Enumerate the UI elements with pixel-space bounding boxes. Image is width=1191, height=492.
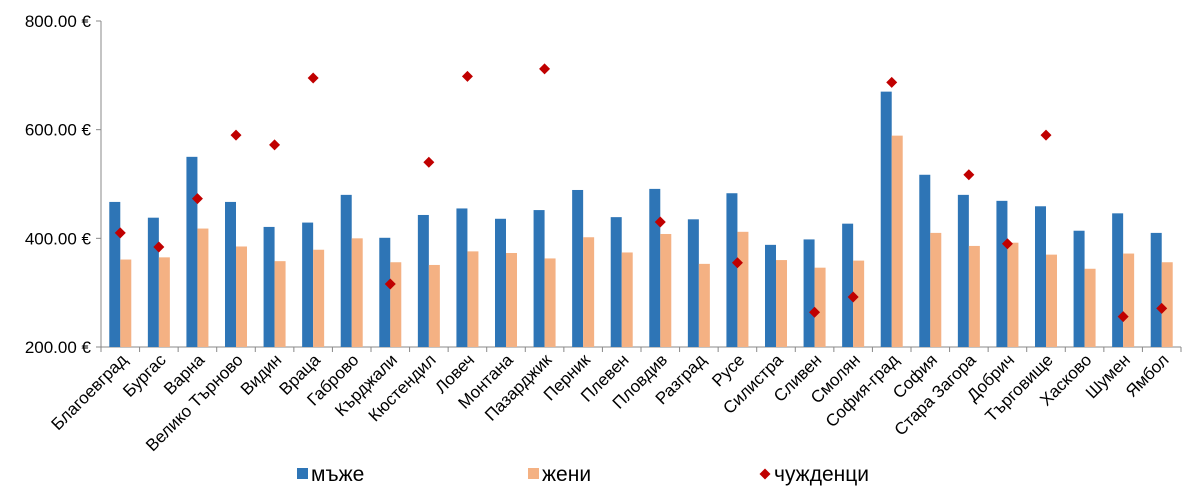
marker-чужденци (1117, 311, 1129, 323)
marker-чужденци (423, 156, 435, 168)
bar-мъже (263, 226, 275, 347)
y-tick-label: 800.00 € (25, 12, 92, 31)
bar-жени (313, 249, 325, 347)
bar-жени (274, 261, 286, 347)
bar-мъже (765, 244, 776, 347)
bar-жени (544, 258, 556, 347)
bar-жени (1084, 268, 1096, 347)
bar-мъже (340, 194, 352, 347)
legend-label: чужденци (774, 463, 869, 486)
y-axis-ticks: 200.00 € 400.00 € 600.00 € 800.00 € (25, 12, 101, 357)
marker-чужденци (1001, 238, 1013, 250)
marker-чужденци (461, 70, 473, 82)
marker-чужденци (731, 257, 743, 269)
bar-мъже (147, 217, 159, 347)
bar-мъже (109, 201, 121, 347)
bar-жени (1046, 254, 1057, 347)
legend-label: мъже (311, 463, 364, 486)
bar-жени (1123, 253, 1135, 347)
bar-мъже (302, 222, 314, 347)
bar-жени (236, 246, 247, 347)
y-tick-label: 200.00 € (25, 338, 92, 357)
marker-чужденци (114, 227, 126, 239)
bars (109, 91, 1173, 347)
x-category-label: Благоевград (48, 350, 132, 434)
bar-жени (1161, 262, 1173, 347)
marker-чужденци (963, 169, 975, 181)
legend-swatch (759, 468, 771, 480)
bar-жени (621, 252, 633, 347)
bar-мъже (186, 156, 198, 347)
marker-чужденци (153, 241, 165, 253)
marker-чужденци (1040, 129, 1052, 141)
marker-чужденци (230, 129, 242, 141)
marker-чужденци (886, 76, 898, 88)
marker-чужденци (539, 63, 551, 75)
legend-label: жени (542, 463, 591, 486)
bar-мъже (919, 174, 931, 347)
bar-жени (351, 238, 363, 347)
bar-мъже (649, 188, 661, 347)
bar-мъже (456, 208, 468, 347)
y-tick-label: 600.00 € (25, 121, 92, 140)
legend: мъже жени чужденци (297, 463, 869, 486)
bar-мъже (495, 218, 506, 347)
legend-swatch (297, 468, 308, 479)
bar-жени (968, 245, 980, 347)
legend-swatch (528, 468, 539, 479)
bar-жени (660, 233, 672, 347)
x-category-label: Видин (237, 350, 286, 399)
bar-мъже (1150, 232, 1162, 347)
bar-мъже (726, 193, 738, 347)
bar-жени (698, 263, 710, 347)
marker-чужденци (847, 291, 859, 303)
bar-мъже (996, 200, 1008, 347)
bar-жени (737, 231, 749, 347)
bar-мъже (225, 201, 236, 347)
marker-чужденци (1156, 302, 1168, 314)
markers (114, 63, 1168, 323)
x-category-label: Ямбол (1122, 350, 1173, 401)
bar-жени (197, 228, 209, 347)
marker-чужденци (307, 72, 319, 84)
bar-жени (891, 135, 903, 347)
bar-жени (1007, 242, 1019, 347)
bar-жени (158, 257, 170, 347)
bar-мъже (572, 189, 584, 347)
y-tick-label: 400.00 € (25, 229, 92, 248)
bar-жени (930, 232, 942, 347)
bar-мъже (1073, 230, 1085, 347)
x-category-label: Шумен (1082, 350, 1134, 402)
bar-мъже (880, 91, 892, 347)
bar-жени (814, 267, 826, 347)
bar-жени (853, 260, 865, 347)
bar-мъже (610, 217, 622, 347)
bar-мъже (379, 237, 391, 347)
axes (100, 21, 1182, 352)
bar-жени (467, 251, 479, 347)
bar-жени (583, 237, 595, 347)
bar-жени (428, 264, 440, 347)
bar-жени (776, 260, 787, 347)
bar-мъже (1112, 213, 1124, 347)
marker-чужденци (654, 216, 666, 228)
bar-мъже (803, 239, 815, 347)
bar-мъже (687, 219, 699, 347)
bar-мъже (842, 223, 854, 347)
marker-чужденци (384, 278, 396, 290)
marker-чужденци (809, 306, 821, 318)
bar-жени (120, 259, 132, 347)
marker-чужденци (269, 139, 281, 151)
x-category-label: Бургас (119, 350, 170, 401)
bar-жени (390, 262, 402, 347)
bar-мъже (533, 210, 545, 347)
bar-мъже (1035, 206, 1046, 347)
bar-жени (506, 253, 517, 347)
bar-мъже (417, 214, 429, 347)
bar-мъже (957, 194, 969, 347)
marker-чужденци (191, 193, 203, 205)
